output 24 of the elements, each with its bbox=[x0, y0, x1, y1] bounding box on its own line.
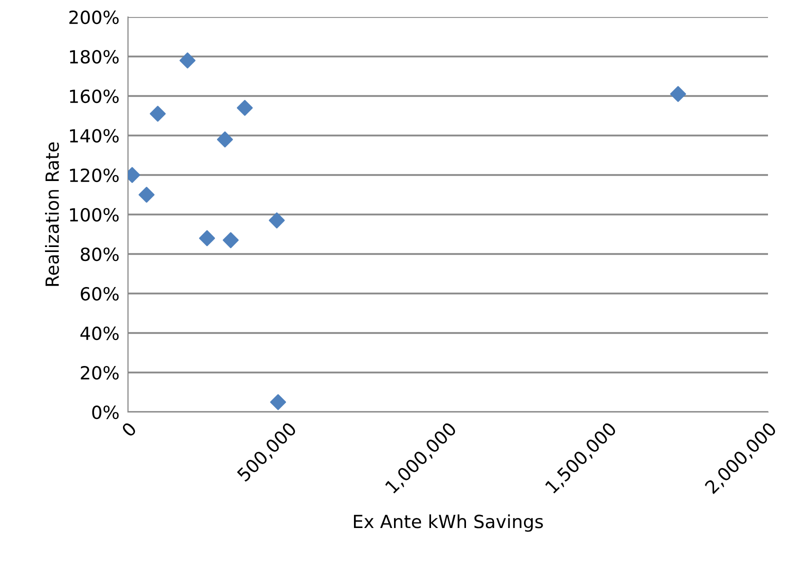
point bbox=[268, 212, 285, 228]
y-tick-label: 120% bbox=[70, 168, 119, 182]
point bbox=[236, 100, 253, 116]
y-tick-label: 160% bbox=[70, 89, 119, 104]
point bbox=[199, 230, 216, 246]
x-axis-title: Ex Ante kWh Savings bbox=[354, 514, 543, 532]
y-tick-label: 20% bbox=[80, 366, 119, 380]
y-tick-label: 60% bbox=[80, 286, 119, 301]
point bbox=[670, 86, 686, 102]
y-tick-label: 200% bbox=[69, 10, 119, 24]
point bbox=[216, 131, 233, 148]
point bbox=[222, 232, 239, 248]
point bbox=[150, 106, 166, 122]
point bbox=[180, 52, 196, 68]
y-tick-label: 80% bbox=[80, 247, 119, 262]
x-tick-label: 0 bbox=[120, 421, 138, 438]
y-tick-label: 100% bbox=[70, 208, 119, 222]
y-tick-label: 140% bbox=[70, 128, 119, 143]
y-axis-title: Realization Rate bbox=[45, 142, 59, 286]
point bbox=[270, 394, 286, 410]
y-tick-label: 180% bbox=[70, 50, 119, 64]
y-tick-label: 0% bbox=[92, 405, 119, 420]
point bbox=[138, 186, 155, 203]
y-tick-label: 40% bbox=[80, 326, 119, 340]
